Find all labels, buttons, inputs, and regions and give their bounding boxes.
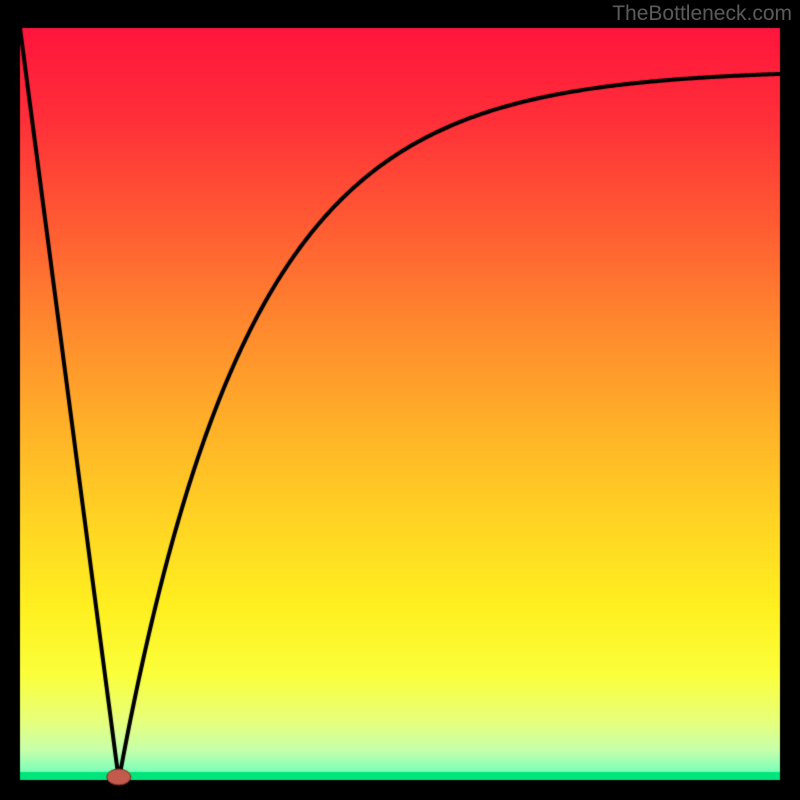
bottleneck-curve-chart <box>0 0 800 800</box>
chart-container: TheBottleneck.com <box>0 0 800 800</box>
